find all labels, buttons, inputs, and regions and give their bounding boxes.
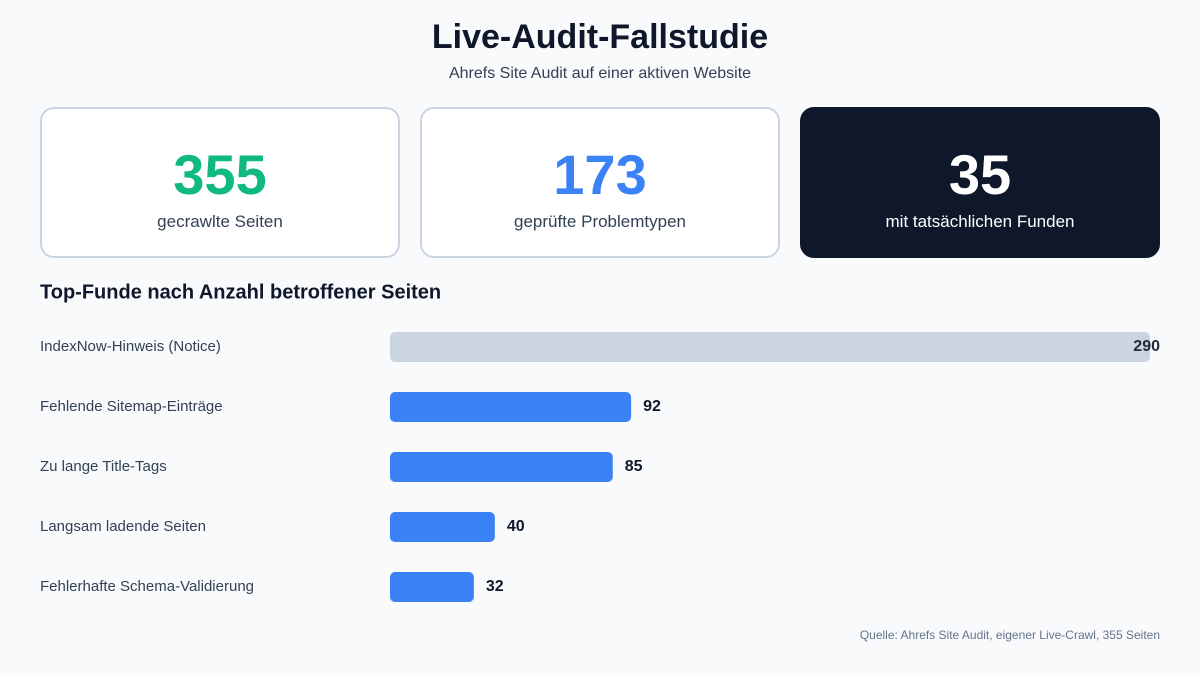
stat-cards: 355 gecrawlte Seiten 173 geprüfte Problemty… <box>40 107 1160 258</box>
bar <box>390 332 1150 362</box>
page-subtitle: Ahrefs Site Audit auf einer aktiven Webs… <box>448 65 752 82</box>
category-label: Langsam ladende Seiten <box>40 518 206 535</box>
bar <box>390 512 495 542</box>
chart-title: Top-Funde nach Anzahl betroffener Seiten <box>40 281 441 303</box>
stat-value: 35 <box>948 143 1012 206</box>
bar <box>390 452 613 482</box>
value-label: 40 <box>507 518 525 535</box>
stat-value: 355 <box>173 143 267 206</box>
category-label: Fehlerhafte Schema-Validierung <box>40 578 254 595</box>
stat-label: geprüfte Problemtypen <box>514 212 686 231</box>
bar <box>390 572 474 602</box>
category-label: Zu lange Title-Tags <box>40 458 167 475</box>
value-label: 92 <box>643 398 661 415</box>
page-title: Live-Audit-Fallstudie <box>431 18 769 56</box>
stat-label: gecrawlte Seiten <box>157 212 283 231</box>
source-note: Quelle: Ahrefs Site Audit, eigener Live-… <box>859 628 1160 642</box>
stat-card: 355 gecrawlte Seiten <box>40 107 400 258</box>
stat-value: 173 <box>553 143 647 206</box>
value-label: 32 <box>486 578 504 595</box>
category-label: Fehlende Sitemap-Einträge <box>40 398 223 415</box>
chart: Top-Funde nach Anzahl betroffener Seiten… <box>40 281 1160 602</box>
value-label: 85 <box>625 458 643 475</box>
value-label: 290 <box>1133 338 1160 355</box>
bar <box>390 392 632 422</box>
stat-card: 173 geprüfte Problemtypen <box>420 107 780 258</box>
stat-card: 35 mit tatsächlichen Funden <box>800 107 1160 258</box>
category-label: IndexNow-Hinweis (Notice) <box>40 338 221 355</box>
stat-label: mit tatsächlichen Funden <box>885 212 1075 231</box>
